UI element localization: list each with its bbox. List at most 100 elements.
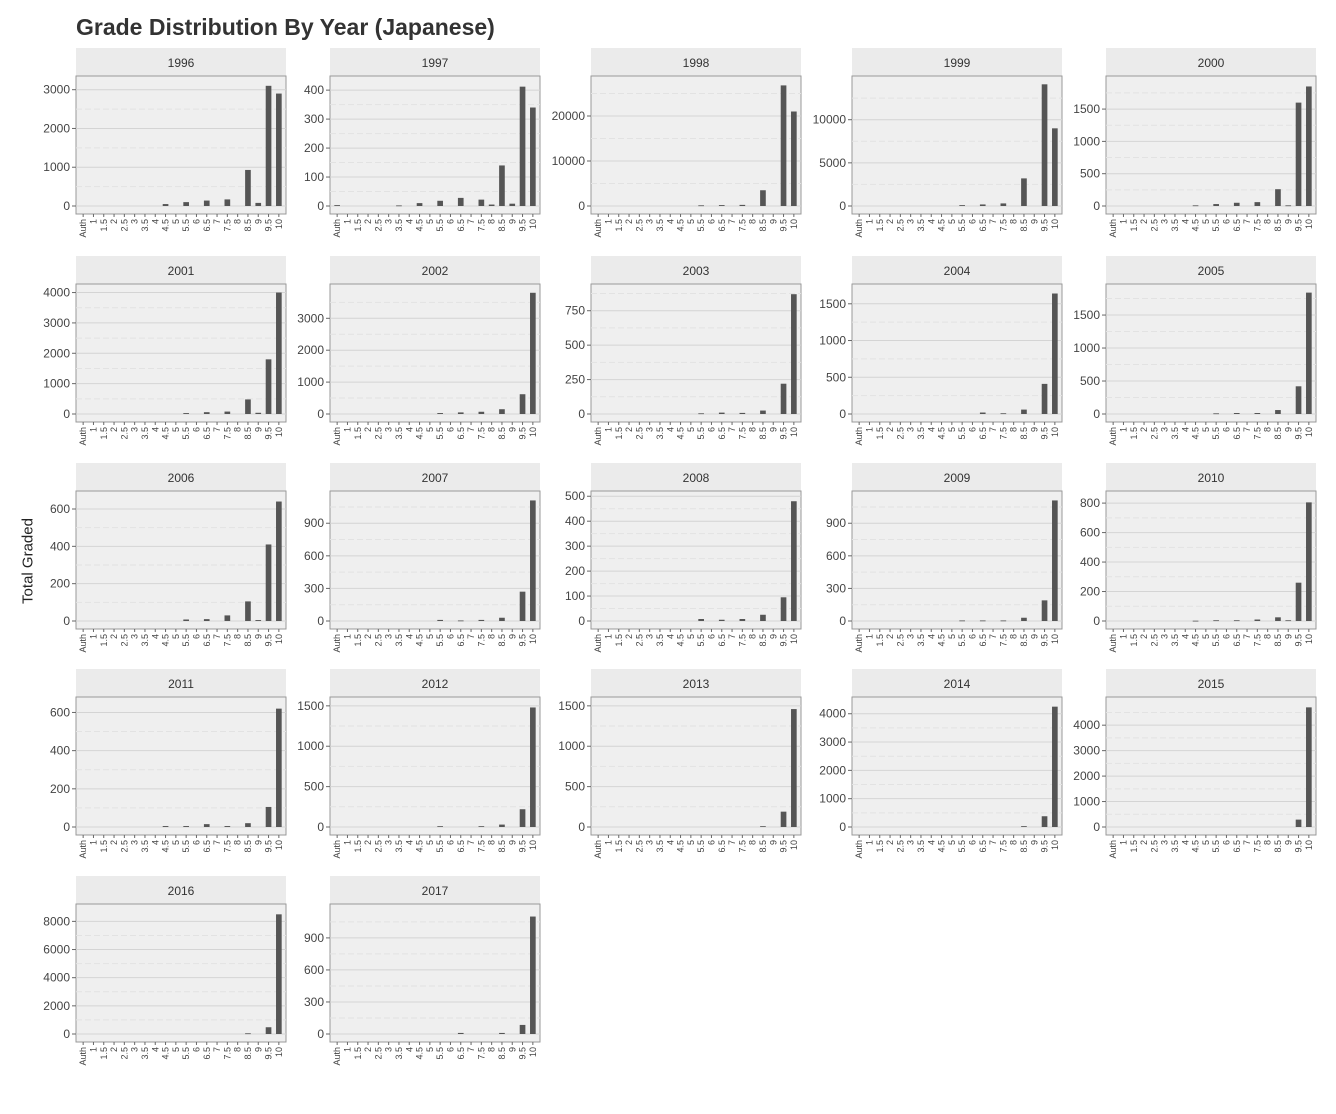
x-tick-label: 2 <box>363 427 373 432</box>
x-tick-label: 5 <box>171 840 181 845</box>
y-tick-label: 1000 <box>1073 341 1100 355</box>
y-tick-label: 0 <box>63 820 70 834</box>
y-tick-label: 1000 <box>43 160 70 174</box>
x-tick-label: 5.5 <box>435 634 445 647</box>
y-tick-label: 10000 <box>552 154 586 168</box>
x-tick-label: 8.5 <box>758 840 768 853</box>
x-tick-label: 6 <box>191 1047 201 1052</box>
x-tick-label: 6 <box>967 219 977 224</box>
bar-1997-4.5 <box>416 203 423 206</box>
x-tick-label: 8.5 <box>243 634 253 647</box>
x-tick-label: 7 <box>466 219 476 224</box>
x-tick-label: 6 <box>445 427 455 432</box>
x-tick-label: 1 <box>1118 219 1128 224</box>
y-tick-label: 0 <box>578 199 585 213</box>
x-tick-label: 3 <box>384 219 394 224</box>
x-tick-label: Auth <box>854 840 864 859</box>
x-tick-label: 9.5 <box>264 219 274 232</box>
x-tick-label: 9.5 <box>779 219 789 232</box>
x-tick-label: 1 <box>1118 427 1128 432</box>
x-tick-label: 5.5 <box>1211 840 1221 853</box>
y-tick-label: 200 <box>50 782 70 796</box>
x-tick-label: 3 <box>645 427 655 432</box>
x-tick-label: Auth <box>78 634 88 653</box>
plot-panel <box>329 490 541 630</box>
x-tick-label: 1.5 <box>1129 634 1139 647</box>
x-tick-label: 6.5 <box>202 427 212 440</box>
x-tick-label: 1.5 <box>614 427 624 440</box>
y-tick-label: 4000 <box>43 286 70 300</box>
x-tick-label: Auth <box>1108 634 1118 653</box>
plot-panel <box>329 903 541 1043</box>
x-tick-label: 10 <box>1304 427 1314 437</box>
y-tick-label: 0 <box>317 199 324 213</box>
x-tick-label: 9.5 <box>779 427 789 440</box>
bar-2009-8.5 <box>1021 617 1027 621</box>
x-tick-label: Auth <box>78 219 88 238</box>
x-tick-label: 2 <box>109 427 119 432</box>
facet-panel-2014: 2014 0 1000 2000 3000 4000 Auth 1 1.5 2 2.5 3 3.5 4 4.… <box>819 669 1063 859</box>
x-tick-label: 2.5 <box>119 634 129 647</box>
y-tick-label: 600 <box>304 963 324 977</box>
bar-2005-6.5 <box>1233 413 1240 414</box>
x-tick-label: 2.5 <box>119 427 129 440</box>
facet-strip <box>330 256 540 284</box>
x-tick-label: 1.5 <box>875 219 885 232</box>
x-tick-label: 6.5 <box>456 219 466 232</box>
bar-2017-10 <box>530 916 536 1034</box>
x-tick-label: 4 <box>1180 219 1190 224</box>
bar-2002-9.5 <box>519 394 526 414</box>
x-tick-label: 10 <box>274 840 284 850</box>
facet-strip-label: 2009 <box>944 471 971 485</box>
bar-1996-6.5 <box>203 200 210 206</box>
x-tick-label: 5 <box>425 219 435 224</box>
x-tick-label: 7 <box>727 219 737 224</box>
bar-2002-7.5 <box>478 411 485 414</box>
x-tick-label: 4 <box>150 1047 160 1052</box>
facet-strip-label: 2010 <box>1198 471 1225 485</box>
bar-2014-10 <box>1052 706 1058 827</box>
facet-panel-2001: 2001 0 1000 2000 3000 4000 Auth 1 1.5 2 2.5 3 3.5 4 4.… <box>43 256 287 446</box>
y-tick-label: 0 <box>839 199 846 213</box>
x-tick-label: 7.5 <box>998 840 1008 853</box>
x-tick-label: 8 <box>1263 840 1273 845</box>
x-tick-label: 9.5 <box>518 840 528 853</box>
facet-strip <box>1106 463 1316 491</box>
x-tick-label: 3.5 <box>394 634 404 647</box>
x-tick-label: 3.5 <box>1170 634 1180 647</box>
x-tick-label: 9.5 <box>518 634 528 647</box>
x-tick-label: 9 <box>1029 634 1039 639</box>
facet-strip <box>76 48 286 76</box>
y-tick-label: 300 <box>304 995 324 1009</box>
x-tick-label: 4 <box>404 634 414 639</box>
x-tick-label: 2.5 <box>895 840 905 853</box>
y-tick-label: 2000 <box>43 121 70 135</box>
x-tick-label: 7.5 <box>1252 427 1262 440</box>
bar-2015-10 <box>1306 707 1312 827</box>
x-tick-label: 1.5 <box>614 219 624 232</box>
bar-2002-5.5 <box>437 413 443 414</box>
x-tick-label: 3 <box>645 634 655 639</box>
chart-title: Grade Distribution By Year (Japanese) <box>76 14 495 40</box>
x-tick-label: 3.5 <box>140 427 150 440</box>
x-tick-label: 4 <box>404 1047 414 1052</box>
facet-strip-label: 2002 <box>422 264 449 278</box>
x-tick-label: 4.5 <box>1191 219 1201 232</box>
y-tick-label: 0 <box>63 199 70 213</box>
facet-strip <box>330 463 540 491</box>
facet-strip-label: 2014 <box>944 677 971 691</box>
x-tick-label: 4 <box>404 219 414 224</box>
plot-panel <box>851 490 1063 630</box>
x-tick-label: 2 <box>624 840 634 845</box>
x-tick-label: 7 <box>466 840 476 845</box>
facet-panel-2007: 2007 0 300 600 900 Auth 1 1.5 2 2.5 3 3.5 4 4.5 5 5.5 6 6… <box>304 463 541 653</box>
bar-2011-4.5 <box>162 826 169 827</box>
y-tick-label: 300 <box>826 581 846 595</box>
x-tick-label: 7 <box>212 219 222 224</box>
x-tick-label: 4 <box>404 840 414 845</box>
x-tick-label: 7 <box>1242 219 1252 224</box>
x-tick-label: 9.5 <box>264 1047 274 1060</box>
x-tick-label: 1 <box>342 427 352 432</box>
x-tick-label: 10 <box>274 219 284 229</box>
